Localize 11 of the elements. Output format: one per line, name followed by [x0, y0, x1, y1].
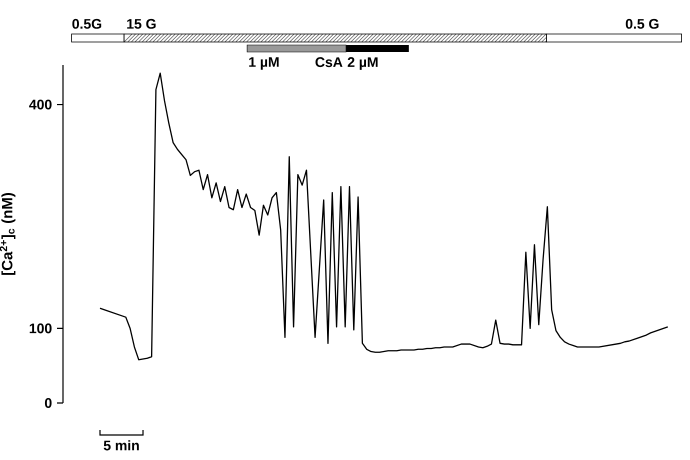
text: 15 G: [127, 18, 156, 29]
annotation: 2 µM: [348, 57, 378, 70]
y-tick-label: 0: [44, 398, 52, 408]
text: 0.5G: [72, 18, 102, 29]
y-axis-title: [Ca$^{2+}$]$_{c}$ (nM): [0, 193, 16, 275]
annotation: CsA: [316, 57, 342, 68]
x-axis-title: 5 min: [104, 440, 139, 450]
y-tick-label: 400: [29, 100, 52, 110]
text: 0.5 G: [626, 18, 658, 29]
y-tick-label: 100: [30, 323, 52, 334]
annotation: 1 µM: [249, 57, 279, 70]
